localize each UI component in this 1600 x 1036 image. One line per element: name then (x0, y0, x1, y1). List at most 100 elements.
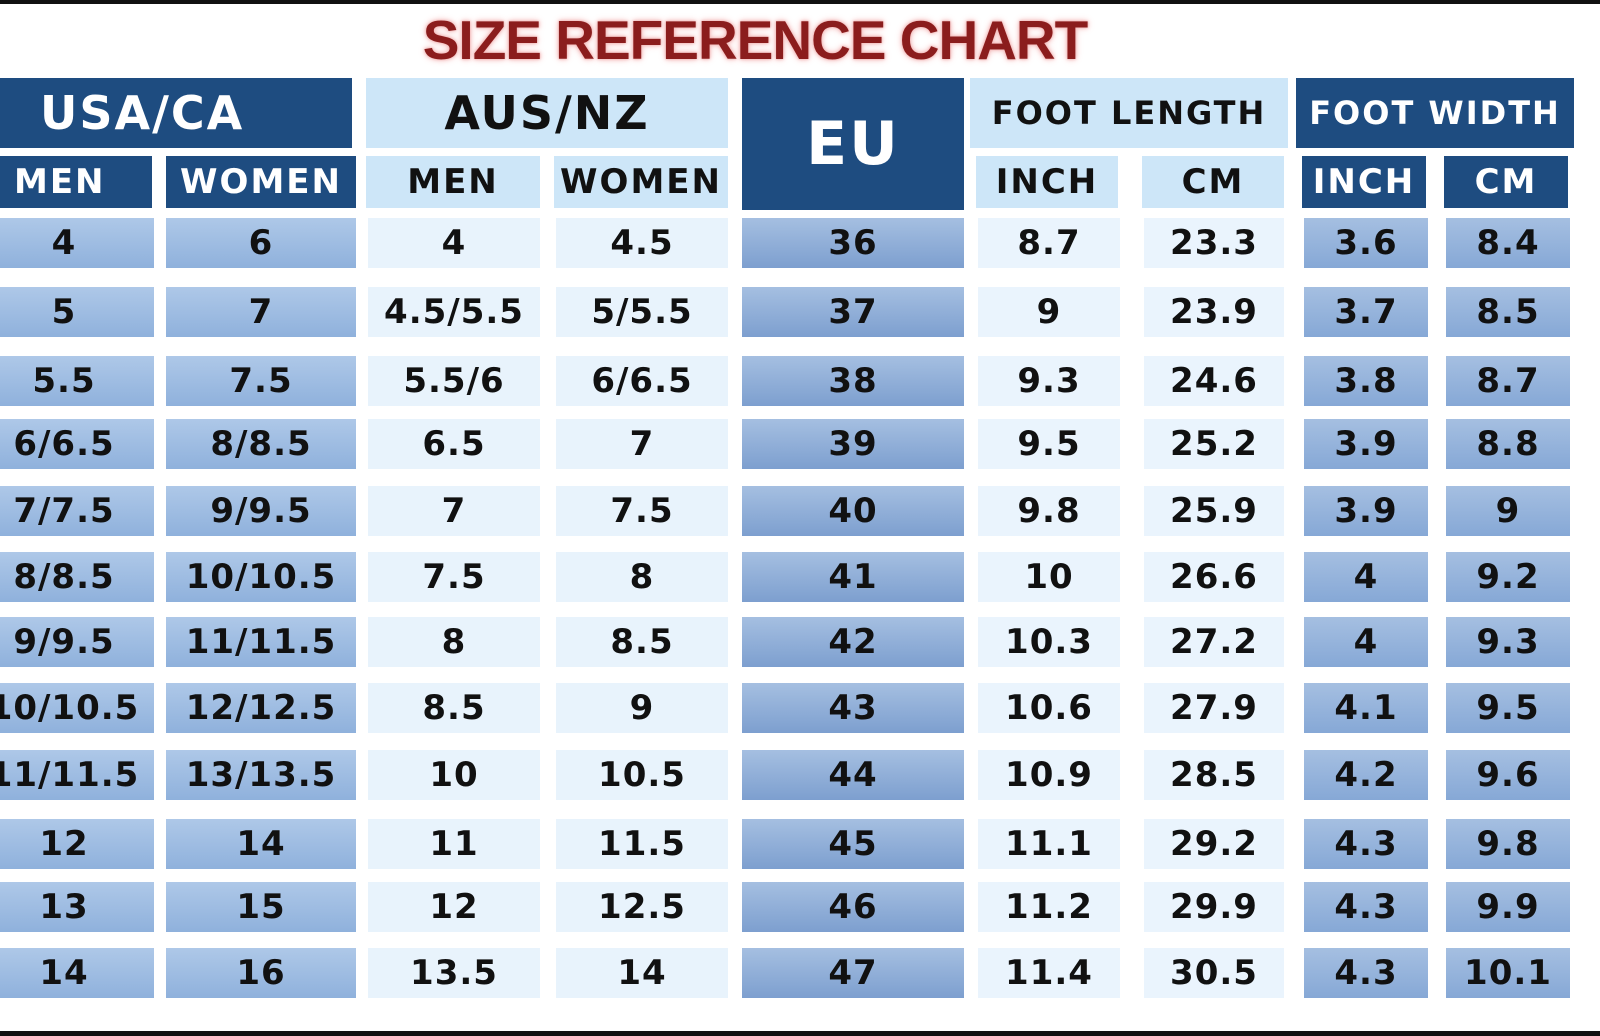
header-foot-length: FOOT LENGTH (970, 78, 1288, 148)
cell-width-cm: 8.5 (1446, 287, 1570, 337)
cell-width-inch: 4.3 (1304, 882, 1428, 932)
chart-title: SIZE REFERENCE CHART (422, 9, 1089, 71)
cell-aus-men: 11 (368, 819, 540, 869)
cell-aus-men: 8 (368, 617, 540, 667)
cell-usa-men: 14 (0, 948, 154, 998)
cell-usa-women: 15 (166, 882, 356, 932)
top-border (0, 0, 1600, 4)
subheader-length-cm: CM (1142, 156, 1284, 208)
cell-eu: 41 (742, 552, 964, 602)
cell-aus-women: 7 (556, 419, 728, 469)
subheader-width-cm: CM (1444, 156, 1568, 208)
subheader-usa-men: MEN (0, 156, 152, 208)
cell-aus-women: 6/6.5 (556, 356, 728, 406)
cell-length-cm: 30.5 (1144, 948, 1284, 998)
header-eu: EU (742, 78, 964, 210)
cell-eu: 36 (742, 218, 964, 268)
cell-length-inch: 9 (978, 287, 1120, 337)
cell-aus-women: 10.5 (556, 750, 728, 800)
subheader-length-inch: INCH (976, 156, 1118, 208)
cell-length-cm: 27.9 (1144, 683, 1284, 733)
cell-usa-men: 5.5 (0, 356, 154, 406)
cell-usa-women: 11/11.5 (166, 617, 356, 667)
cell-eu: 38 (742, 356, 964, 406)
cell-usa-men: 12 (0, 819, 154, 869)
cell-usa-women: 8/8.5 (166, 419, 356, 469)
cell-aus-women: 11.5 (556, 819, 728, 869)
cell-eu: 46 (742, 882, 964, 932)
cell-aus-men: 10 (368, 750, 540, 800)
cell-length-inch: 9.5 (978, 419, 1120, 469)
cell-usa-women: 7.5 (166, 356, 356, 406)
cell-width-inch: 3.9 (1304, 486, 1428, 536)
cell-width-inch: 3.6 (1304, 218, 1428, 268)
cell-usa-women: 7 (166, 287, 356, 337)
cell-aus-men: 12 (368, 882, 540, 932)
cell-length-inch: 10 (978, 552, 1120, 602)
cell-width-inch: 4.3 (1304, 948, 1428, 998)
cell-usa-women: 16 (166, 948, 356, 998)
cell-width-cm: 8.4 (1446, 218, 1570, 268)
subheader-aus-women: WOMEN (554, 156, 728, 208)
cell-usa-women: 9/9.5 (166, 486, 356, 536)
cell-usa-women: 12/12.5 (166, 683, 356, 733)
cell-length-inch: 10.3 (978, 617, 1120, 667)
cell-usa-women: 13/13.5 (166, 750, 356, 800)
cell-length-cm: 23.9 (1144, 287, 1284, 337)
cell-width-cm: 10.1 (1446, 948, 1570, 998)
cell-usa-men: 10/10.5 (0, 683, 154, 733)
cell-width-cm: 9.5 (1446, 683, 1570, 733)
cell-aus-men: 4 (368, 218, 540, 268)
cell-aus-women: 14 (556, 948, 728, 998)
cell-aus-women: 8 (556, 552, 728, 602)
cell-width-cm: 9.2 (1446, 552, 1570, 602)
cell-length-inch: 10.6 (978, 683, 1120, 733)
cell-usa-women: 10/10.5 (166, 552, 356, 602)
cell-eu: 40 (742, 486, 964, 536)
cell-usa-men: 4 (0, 218, 154, 268)
cell-eu: 39 (742, 419, 964, 469)
cell-length-cm: 27.2 (1144, 617, 1284, 667)
subheader-width-inch: INCH (1302, 156, 1426, 208)
cell-length-cm: 28.5 (1144, 750, 1284, 800)
cell-length-cm: 25.9 (1144, 486, 1284, 536)
cell-aus-men: 4.5/5.5 (368, 287, 540, 337)
cell-aus-men: 6.5 (368, 419, 540, 469)
cell-length-inch: 9.3 (978, 356, 1120, 406)
cell-usa-men: 6/6.5 (0, 419, 154, 469)
cell-eu: 42 (742, 617, 964, 667)
cell-width-inch: 4 (1304, 552, 1428, 602)
cell-length-inch: 11.2 (978, 882, 1120, 932)
cell-length-inch: 9.8 (978, 486, 1120, 536)
cell-width-inch: 4 (1304, 617, 1428, 667)
cell-aus-women: 4.5 (556, 218, 728, 268)
cell-width-cm: 9 (1446, 486, 1570, 536)
cell-length-inch: 11.4 (978, 948, 1120, 998)
cell-width-cm: 9.9 (1446, 882, 1570, 932)
cell-length-cm: 29.2 (1144, 819, 1284, 869)
cell-aus-men: 13.5 (368, 948, 540, 998)
cell-length-inch: 11.1 (978, 819, 1120, 869)
subheader-aus-men: MEN (366, 156, 540, 208)
cell-width-cm: 8.8 (1446, 419, 1570, 469)
header-foot-width: FOOT WIDTH (1296, 78, 1574, 148)
cell-aus-women: 9 (556, 683, 728, 733)
cell-aus-women: 7.5 (556, 486, 728, 536)
cell-length-cm: 26.6 (1144, 552, 1284, 602)
cell-aus-men: 7 (368, 486, 540, 536)
cell-usa-men: 7/7.5 (0, 486, 154, 536)
cell-eu: 44 (742, 750, 964, 800)
cell-width-cm: 9.8 (1446, 819, 1570, 869)
cell-length-inch: 10.9 (978, 750, 1120, 800)
cell-length-cm: 25.2 (1144, 419, 1284, 469)
cell-length-cm: 24.6 (1144, 356, 1284, 406)
bottom-border (0, 1031, 1600, 1036)
header-usa-ca: USA/CA (0, 78, 352, 148)
cell-length-cm: 23.3 (1144, 218, 1284, 268)
cell-aus-women: 12.5 (556, 882, 728, 932)
cell-aus-men: 8.5 (368, 683, 540, 733)
cell-usa-men: 9/9.5 (0, 617, 154, 667)
cell-width-inch: 3.7 (1304, 287, 1428, 337)
cell-usa-men: 13 (0, 882, 154, 932)
cell-width-inch: 3.9 (1304, 419, 1428, 469)
